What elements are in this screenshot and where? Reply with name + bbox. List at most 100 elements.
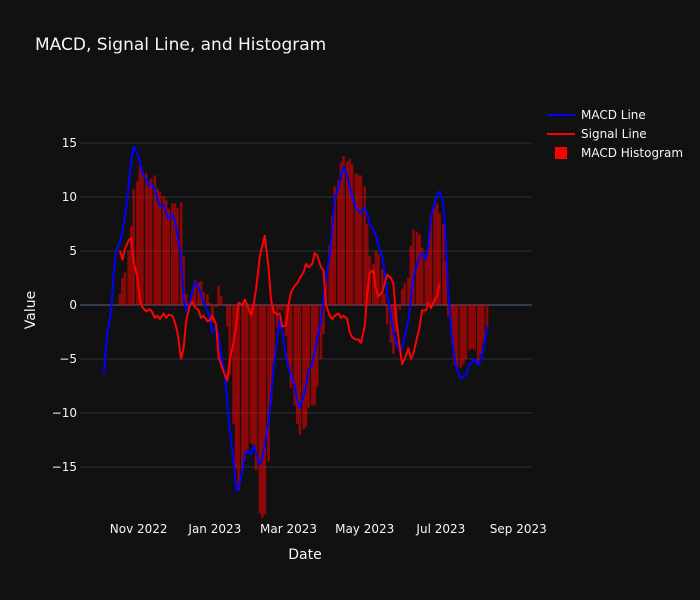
legend-label: MACD Histogram [581,146,683,160]
legend[interactable]: MACD Line Signal Line MACD Histogram [547,108,683,160]
x-axis-title: Date [288,547,321,563]
histogram-bar [197,282,201,306]
histogram-bar [461,304,465,365]
legend-item[interactable]: MACD Histogram [555,146,683,160]
histogram-bar [479,304,483,354]
x-tick-label: Mar 2023 [260,522,317,536]
histogram-bar [141,171,144,306]
legend-item[interactable]: Signal Line [547,127,647,141]
histogram-bar [219,296,223,306]
histogram-bar [162,195,166,306]
histogram-bar [258,304,262,514]
histogram-bar [403,283,407,306]
histogram-bar [459,304,463,368]
histogram-bar [275,304,279,328]
histogram-bar [205,294,209,306]
histogram-bar [240,304,244,473]
histogram-bar [304,304,308,428]
histogram-bar [435,203,439,306]
histogram-bar [167,208,171,306]
histogram-bar [208,302,212,306]
histogram-bar [481,304,485,343]
y-tick-label: 0 [69,298,77,312]
histogram-bar [173,203,177,306]
histogram-bar [453,304,456,365]
histogram-bar [289,304,293,389]
histogram-bar [418,234,422,306]
histogram-bar [243,304,247,460]
histogram-bar [127,250,131,306]
histogram-bar [225,304,229,327]
histogram-bar [357,175,360,306]
histogram-bar [468,304,471,351]
histogram-bar [254,304,258,471]
histogram-bar [426,247,430,306]
histogram-bar [385,304,389,325]
y-tick-label: 10 [62,190,77,204]
histogram-bar [232,304,235,424]
histogram-bar [136,180,139,306]
legend-swatch [555,147,567,159]
histogram-layer [118,155,489,518]
histogram-bar [342,155,345,306]
signal-line-path [119,234,441,382]
histogram-bar [424,254,428,306]
histogram-bar [473,304,476,351]
histogram-bar [464,304,468,360]
chart-title: MACD, Signal Line, and Histogram [35,35,326,55]
histogram-bar [260,304,264,518]
histogram-bar [118,294,122,306]
histogram-bar [400,288,404,306]
histogram-bar [267,304,270,462]
y-tick-label: −5 [59,352,77,366]
histogram-bar [307,304,310,408]
y-tick-label: −10 [52,406,77,420]
histogram-bar [234,304,238,470]
histogram-bar [345,161,349,306]
histogram-bar [263,304,267,515]
y-tick-label: 5 [69,244,77,258]
histogram-bar [398,304,402,310]
histogram-bar [138,166,142,306]
histogram-bar [175,207,179,306]
histogram-bar [302,304,305,430]
histogram-bar [363,186,367,306]
histogram-bar [144,173,148,306]
histogram-bar [217,285,220,306]
x-tick-label: May 2023 [335,522,394,536]
histogram-bar [310,304,314,406]
histogram-bar [333,186,337,306]
histogram-bar [295,304,299,424]
histogram-bar [455,304,459,368]
histogram-bar [245,304,249,451]
histogram-bar [438,213,442,306]
histogram-bar [377,254,380,306]
histogram-bar [228,304,232,376]
histogram-bar [350,164,354,306]
x-tick-label: Sep 2023 [490,522,547,536]
x-tick-label: Nov 2022 [110,522,168,536]
histogram-bar [330,215,334,306]
legend-item[interactable]: MACD Line [547,108,646,122]
y-tick-label: 15 [62,136,77,150]
histogram-bar [156,188,159,306]
histogram-bar [278,304,282,310]
histogram-bar [210,304,214,323]
histogram-bar [359,175,363,306]
x-tick-label: Jul 2023 [415,522,465,536]
macd-line-path [102,145,488,492]
histogram-bar [149,178,153,306]
histogram-bar [280,304,284,311]
histogram-bar [411,229,415,306]
histogram-bar [214,304,218,308]
histogram-bar [249,304,253,444]
histogram-bar [339,162,343,306]
histogram-bar [293,304,297,406]
histogram-bar [147,181,151,306]
histogram-bar [164,200,168,306]
histogram-bar [184,294,188,306]
histogram-bar [252,304,255,446]
histogram-bar [354,173,358,306]
histogram-bar [433,207,437,306]
